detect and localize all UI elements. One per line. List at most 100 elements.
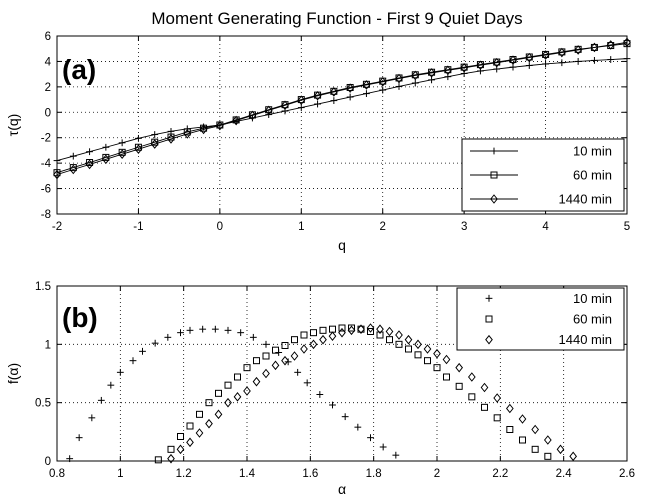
y-axis-label: τ(q) bbox=[5, 114, 21, 137]
data-point bbox=[518, 414, 527, 424]
data-point bbox=[506, 426, 514, 433]
legend-label: 1440 min bbox=[559, 192, 612, 207]
data-point bbox=[329, 401, 336, 409]
data-point bbox=[151, 339, 159, 347]
data-point bbox=[53, 169, 61, 180]
data-point bbox=[623, 55, 631, 63]
data-point bbox=[53, 169, 61, 177]
x-tick-label: 1 bbox=[117, 468, 123, 480]
x-tick-label: 2 bbox=[380, 221, 386, 233]
data-point bbox=[151, 131, 159, 138]
data-point bbox=[69, 152, 77, 160]
series-10-min bbox=[66, 325, 400, 463]
data-point bbox=[313, 90, 322, 101]
data-point bbox=[348, 324, 355, 332]
data-point bbox=[468, 393, 476, 401]
data-point bbox=[525, 52, 534, 63]
data-point bbox=[558, 47, 566, 58]
legend-marker bbox=[490, 147, 498, 155]
legend-label: 10 min bbox=[573, 291, 612, 306]
data-point bbox=[118, 139, 126, 147]
data-point bbox=[525, 62, 533, 69]
data-point bbox=[366, 323, 375, 333]
data-point bbox=[395, 73, 403, 84]
data-point bbox=[531, 445, 539, 453]
data-point bbox=[481, 403, 488, 411]
data-point bbox=[53, 157, 61, 164]
data-point bbox=[493, 393, 502, 403]
data-point bbox=[395, 330, 403, 340]
data-point bbox=[319, 334, 327, 345]
data-point bbox=[362, 80, 371, 90]
data-point bbox=[186, 437, 194, 448]
data-point bbox=[224, 326, 232, 334]
data-point bbox=[386, 336, 393, 344]
data-point bbox=[234, 373, 241, 381]
data-point bbox=[237, 329, 245, 337]
data-point bbox=[216, 120, 224, 131]
data-point bbox=[357, 324, 365, 334]
data-point bbox=[233, 392, 242, 402]
data-point bbox=[303, 379, 311, 387]
data-point bbox=[414, 339, 422, 350]
data-point bbox=[392, 451, 400, 459]
y-tick-label: 6 bbox=[45, 31, 51, 43]
legend: 10 min 60 min 1440 min bbox=[461, 138, 625, 212]
x-tick-label: 2.4 bbox=[556, 468, 573, 480]
data-point bbox=[606, 40, 615, 50]
x-tick-label: 1.4 bbox=[239, 468, 256, 480]
data-point bbox=[211, 325, 219, 333]
data-point bbox=[262, 368, 270, 379]
data-point bbox=[385, 326, 394, 337]
data-point bbox=[134, 143, 142, 151]
y-tick-label: -8 bbox=[41, 209, 51, 221]
data-point bbox=[195, 428, 204, 438]
data-point bbox=[281, 355, 289, 366]
data-point bbox=[167, 445, 175, 453]
data-point bbox=[88, 414, 96, 422]
data-point bbox=[69, 164, 77, 172]
x-tick-label: 0.8 bbox=[49, 468, 65, 480]
data-point bbox=[378, 76, 387, 87]
data-point bbox=[75, 434, 83, 442]
data-point bbox=[590, 42, 599, 53]
legend-label: 60 min bbox=[573, 168, 612, 183]
data-point bbox=[319, 326, 327, 334]
data-point bbox=[341, 413, 349, 421]
data-point bbox=[243, 386, 251, 396]
x-tick-label: 2.2 bbox=[492, 468, 508, 480]
data-point bbox=[86, 148, 93, 156]
legend-label: 1440 min bbox=[559, 332, 612, 347]
data-point bbox=[118, 149, 126, 160]
panel-label: (a) bbox=[62, 54, 96, 85]
legend: 10 min 60 min 1440 min bbox=[456, 287, 625, 351]
data-point bbox=[224, 397, 232, 408]
legend-marker bbox=[485, 315, 493, 323]
data-point bbox=[519, 436, 526, 444]
x-tick-label: 2 bbox=[434, 468, 440, 480]
data-point bbox=[281, 100, 289, 111]
data-point bbox=[443, 373, 450, 381]
data-point bbox=[167, 134, 175, 144]
data-point bbox=[347, 325, 356, 336]
data-point bbox=[544, 452, 552, 460]
y-tick-label: -4 bbox=[41, 158, 52, 170]
data-point bbox=[379, 86, 387, 94]
data-point bbox=[264, 105, 273, 116]
x-tick-label: 0 bbox=[217, 221, 223, 233]
data-point bbox=[249, 333, 257, 341]
data-point bbox=[542, 60, 549, 68]
data-point bbox=[309, 339, 318, 350]
data-point bbox=[455, 362, 464, 373]
data-point bbox=[297, 104, 305, 111]
data-point bbox=[86, 159, 94, 167]
y-tick-label: 0 bbox=[45, 456, 51, 468]
figure-title: Moment Generating Function - First 9 Qui… bbox=[151, 9, 522, 28]
data-point bbox=[543, 435, 552, 445]
x-axis-label: q bbox=[338, 237, 346, 253]
data-point bbox=[151, 138, 159, 146]
legend-marker bbox=[490, 194, 498, 204]
data-point bbox=[574, 45, 582, 55]
data-point bbox=[183, 129, 192, 139]
data-point bbox=[290, 351, 299, 361]
